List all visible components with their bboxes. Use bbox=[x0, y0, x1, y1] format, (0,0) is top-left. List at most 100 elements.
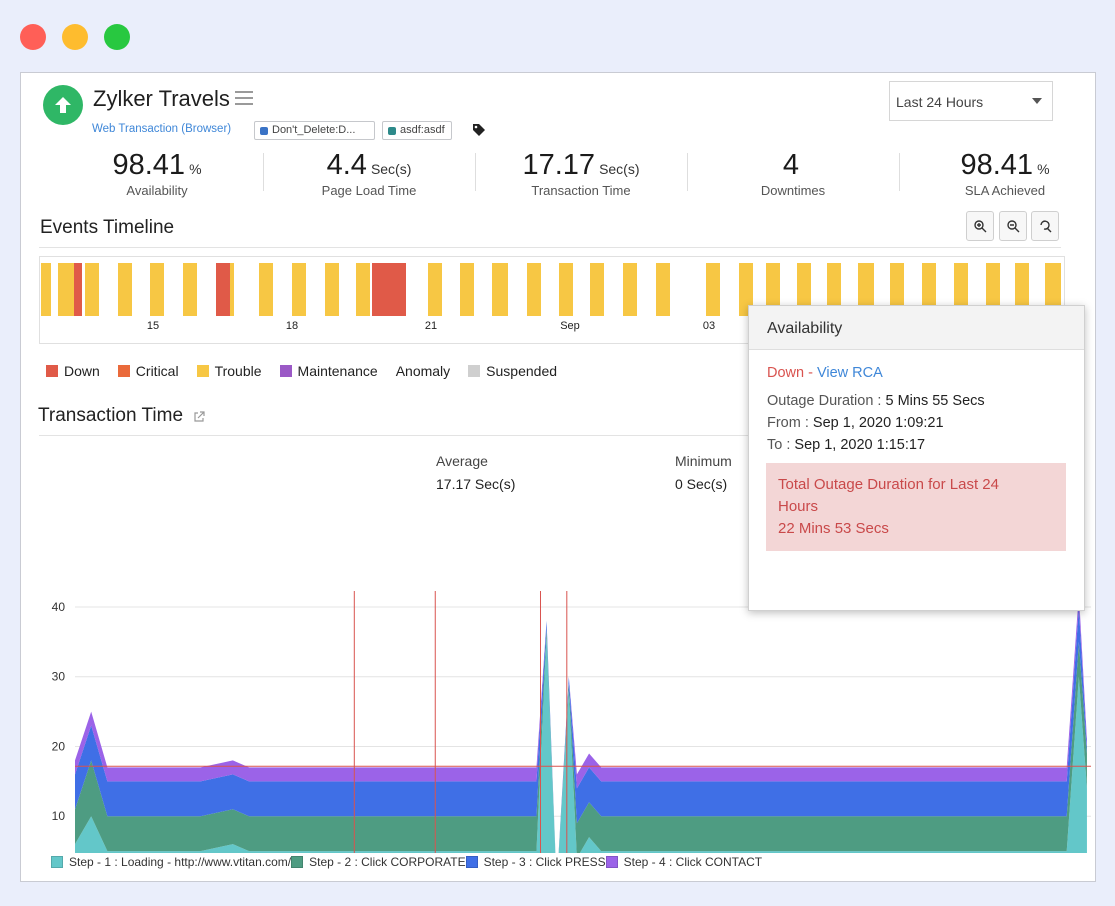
from-label: From : bbox=[767, 415, 809, 431]
timeline-status-segment[interactable] bbox=[428, 263, 442, 316]
legend-label: Suspended bbox=[486, 363, 558, 379]
series-legend-item[interactable]: Step - 1 : Loading - http://www.vtitan.c… bbox=[51, 855, 291, 869]
legend-item-down[interactable]: Down bbox=[46, 363, 100, 379]
total-outage-label: Total Outage Duration for Last 24 bbox=[778, 476, 999, 493]
timeline-status-segment[interactable] bbox=[325, 263, 339, 316]
monitor-type-link[interactable]: Web Transaction (Browser) bbox=[92, 123, 232, 135]
monitor-name: Zylker Travels bbox=[93, 86, 230, 111]
legend-item-trouble[interactable]: Trouble bbox=[196, 363, 262, 379]
timeline-status-segment[interactable] bbox=[1045, 263, 1061, 316]
tag-chip[interactable]: Don't_Delete:D... bbox=[254, 121, 375, 140]
legend-label: Maintenance bbox=[297, 363, 378, 379]
timeline-status-segment[interactable] bbox=[259, 263, 273, 316]
timeline-status-segment[interactable] bbox=[827, 263, 841, 316]
timeline-status-segment[interactable] bbox=[656, 263, 670, 316]
legend-item-maintenance[interactable]: Maintenance bbox=[279, 363, 378, 379]
series-legend-label: Step - 1 : Loading - http://www.vtitan.c… bbox=[69, 855, 292, 869]
timeline-status-segment[interactable] bbox=[74, 263, 82, 316]
series-legend: Step - 1 : Loading - http://www.vtitan.c… bbox=[51, 855, 762, 869]
zoom-out-icon[interactable] bbox=[999, 211, 1027, 241]
series-area-3 bbox=[75, 606, 1087, 853]
y-tick-label: 30 bbox=[52, 670, 66, 684]
tag-chip[interactable]: asdf:asdf bbox=[382, 121, 452, 140]
timeline-status-segment[interactable] bbox=[739, 263, 753, 316]
timeline-status-segment[interactable] bbox=[216, 263, 230, 316]
timeline-status-segment[interactable] bbox=[118, 263, 132, 316]
legend-label: Anomaly bbox=[395, 363, 451, 379]
series-legend-item[interactable]: Step - 4 : Click CONTACT bbox=[605, 855, 763, 869]
timeline-status-segment[interactable] bbox=[1015, 263, 1029, 316]
legend-item-anomaly[interactable]: Anomaly bbox=[396, 363, 450, 379]
timeline-status-segment[interactable] bbox=[954, 263, 968, 316]
transaction-time-chart[interactable]: 01020304014:0016:0018:0020:0022:0000:000… bbox=[21, 503, 1096, 853]
status-legend: Down Critical Trouble Maintenance Anomal… bbox=[46, 363, 557, 379]
legend-item-suspended[interactable]: Suspended bbox=[468, 363, 557, 379]
timeline-status-segment[interactable] bbox=[890, 263, 904, 316]
metric-unit: Sec(s) bbox=[370, 161, 412, 177]
status-separator: - bbox=[808, 365, 813, 381]
timeline-status-segment[interactable] bbox=[986, 263, 1000, 316]
time-range-select[interactable]: Last 24 Hours bbox=[889, 81, 1053, 121]
timeline-status-segment[interactable] bbox=[922, 263, 936, 316]
timeline-status-segment[interactable] bbox=[41, 263, 51, 316]
timeline-status-segment[interactable] bbox=[356, 263, 370, 316]
tag-label: asdf:asdf bbox=[400, 124, 445, 136]
series-area-2 bbox=[75, 627, 1087, 853]
timeline-tick: 18 bbox=[285, 320, 299, 332]
series-legend-item[interactable]: Step - 2 : Click CORPORATE bbox=[291, 855, 466, 869]
zoom-reset-icon[interactable] bbox=[1031, 211, 1059, 241]
legend-item-critical[interactable]: Critical bbox=[117, 363, 179, 379]
window-minimize-button[interactable] bbox=[62, 24, 88, 50]
timeline-status-segment[interactable] bbox=[372, 263, 406, 316]
metric-transaction-time: 17.17 Sec(s) Transaction Time bbox=[475, 149, 687, 198]
timeline-status-segment[interactable] bbox=[85, 263, 99, 316]
zoom-in-icon[interactable] bbox=[966, 211, 994, 241]
timeline-status-segment[interactable] bbox=[460, 263, 474, 316]
legend-label: Critical bbox=[135, 363, 179, 379]
metric-unit: % bbox=[1037, 161, 1050, 177]
metric-downtimes: 4 Downtimes bbox=[687, 149, 899, 198]
timeline-status-segment[interactable] bbox=[492, 263, 508, 316]
to-label: To : bbox=[767, 437, 791, 453]
window-close-button[interactable] bbox=[20, 24, 46, 50]
window-zoom-button[interactable] bbox=[104, 24, 130, 50]
metric-value: 4 bbox=[782, 149, 800, 181]
timeline-status-segment[interactable] bbox=[623, 263, 637, 316]
timeline-status-segment[interactable] bbox=[858, 263, 874, 316]
timeline-status-segment[interactable] bbox=[559, 263, 573, 316]
external-link-icon[interactable] bbox=[193, 410, 205, 428]
tag-label: Don't_Delete:D... bbox=[272, 124, 356, 136]
timeline-status-segment[interactable] bbox=[230, 263, 234, 316]
metric-unit: % bbox=[189, 161, 202, 177]
timeline-status-segment[interactable] bbox=[590, 263, 604, 316]
time-range-value: Last 24 Hours bbox=[896, 94, 984, 110]
timeline-status-segment[interactable] bbox=[183, 263, 197, 316]
timeline-status-segment[interactable] bbox=[766, 263, 780, 316]
tag-icon[interactable] bbox=[472, 123, 486, 142]
view-rca-link[interactable]: View RCA bbox=[816, 365, 883, 381]
outage-value: 5 Mins 55 Secs bbox=[885, 393, 985, 409]
transaction-time-title: Transaction Time bbox=[38, 405, 184, 426]
metric-value: 98.41 bbox=[112, 149, 186, 181]
popup-to-line: To : Sep 1, 2020 1:15:17 bbox=[767, 437, 925, 453]
series-legend-item[interactable]: Step - 3 : Click PRESS bbox=[465, 855, 606, 869]
metric-label: Transaction Time bbox=[531, 183, 631, 198]
popup-outage-line: Outage Duration : 5 Mins 55 Secs bbox=[767, 393, 985, 409]
metric-label: Downtimes bbox=[760, 183, 826, 198]
timeline-status-segment[interactable] bbox=[292, 263, 306, 316]
events-timeline-bar[interactable]: 15 18 21 Sep 03 bbox=[39, 256, 1065, 344]
timeline-status-segment[interactable] bbox=[58, 263, 74, 316]
stat-label: Minimum bbox=[675, 453, 732, 469]
total-outage-box: Total Outage Duration for Last 24 Hours … bbox=[766, 463, 1066, 551]
series-legend-label: Step - 2 : Click CORPORATE bbox=[309, 855, 466, 869]
outage-label: Outage Duration : bbox=[767, 393, 882, 409]
timeline-status-segment[interactable] bbox=[706, 263, 720, 316]
timeline-status-segment[interactable] bbox=[150, 263, 164, 316]
timeline-status-segment[interactable] bbox=[797, 263, 811, 316]
series-legend-label: Step - 4 : Click CONTACT bbox=[623, 855, 763, 869]
y-tick-label: 20 bbox=[52, 739, 66, 753]
timeline-status-segment[interactable] bbox=[527, 263, 541, 316]
metric-label: Page Load Time bbox=[321, 183, 417, 198]
menu-icon[interactable] bbox=[235, 91, 253, 109]
popup-from-line: From : Sep 1, 2020 1:09:21 bbox=[767, 415, 944, 431]
